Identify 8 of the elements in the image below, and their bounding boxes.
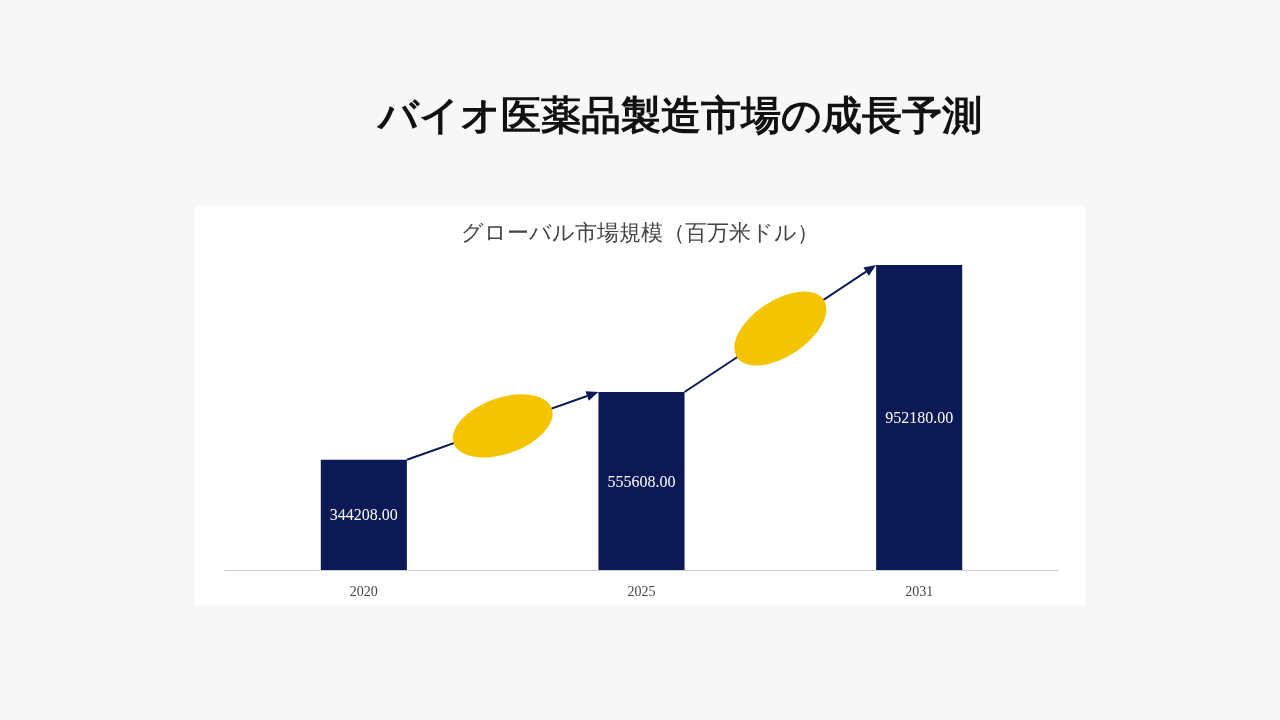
chart-subtitle: グローバル市場規模（百万米ドル） [461, 219, 819, 245]
data-label: 952180.00 [885, 409, 954, 426]
x-tick-label: 2020 [349, 583, 378, 599]
chart-title: バイオ医薬品製造市場の成長予測 [375, 91, 983, 140]
x-tick-label: 2025 [627, 583, 656, 599]
x-tick-label: 2031 [905, 583, 934, 599]
data-label: 344208.00 [329, 506, 398, 524]
data-label: 555608.00 [607, 472, 676, 490]
